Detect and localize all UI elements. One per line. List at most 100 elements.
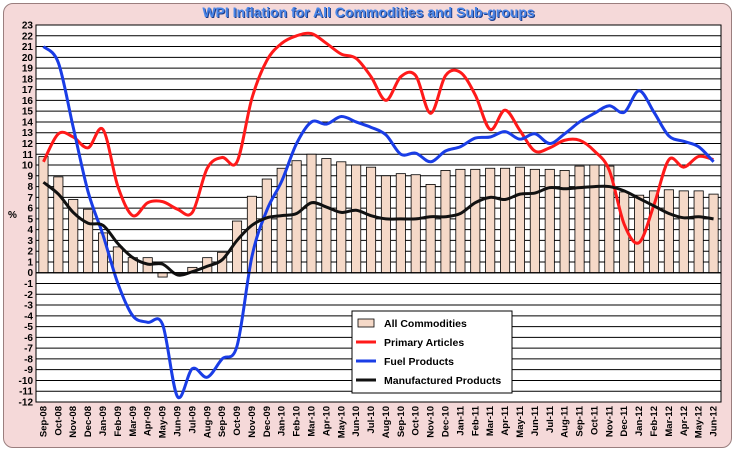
bar-all-commodities	[291, 160, 302, 274]
x-tick-label: May-09	[158, 406, 169, 438]
y-tick-label: 4	[27, 225, 33, 236]
y-tick-label: 5	[27, 214, 33, 225]
y-tick-label: 15	[22, 107, 34, 118]
y-tick-label: -4	[24, 311, 33, 322]
x-tick-label: Dec-09	[262, 406, 273, 437]
x-tick-label: Jun-12	[709, 406, 720, 437]
y-tick-label: -12	[19, 398, 34, 409]
y-tick-label: 16	[22, 96, 34, 107]
legend-label: Primary Articles	[384, 337, 464, 349]
x-tick-label: Dec-10	[441, 406, 452, 437]
legend-swatch	[357, 318, 375, 328]
y-tick-label: 23	[22, 21, 34, 32]
y-tick-label: 1	[27, 257, 33, 268]
x-tick-label: Sep-08	[38, 406, 49, 437]
bar-all-commodities	[395, 173, 406, 274]
x-tick-label: Mar-12	[664, 406, 675, 437]
x-tick-label: Nov-09	[247, 406, 258, 438]
x-tick-label: Jan-09	[98, 406, 109, 436]
x-tick-label: Mar-10	[306, 406, 317, 437]
bar-all-commodities	[380, 175, 391, 274]
line-primary-articles	[42, 31, 714, 245]
y-axis-label: %	[8, 210, 17, 221]
y-tick-label: -1	[24, 279, 33, 290]
bar-all-commodities	[708, 193, 719, 274]
y-tick-label: 2	[27, 247, 33, 258]
y-tick-label: 8	[27, 182, 33, 193]
x-tick-label: Jan-10	[277, 406, 288, 436]
x-tick-label: Nov-08	[68, 406, 79, 438]
x-tick-label: May-11	[515, 405, 526, 437]
line-fuel-products	[42, 45, 715, 400]
x-tick-label: Apr-12	[679, 406, 690, 436]
bar-all-commodities	[693, 190, 704, 274]
series-lines	[42, 31, 715, 400]
bar-all-commodities	[321, 158, 332, 274]
x-tick-label: Oct-11	[589, 405, 600, 435]
bar-all-commodities	[529, 168, 540, 274]
y-tick-label: -11	[19, 387, 33, 398]
x-axis: Sep-08 Oct-08 Nov-08 Dec-08 Jan-09 Feb-09 Mar-…	[38, 405, 719, 438]
y-axis: -12-11-10-9-8-7-6-5-4-3-2-10123456789101…	[19, 21, 721, 409]
bar-all-commodities	[500, 167, 511, 274]
x-tick-label: Aug-11	[560, 405, 571, 437]
y-tick-label: -2	[24, 290, 33, 301]
legend: All Commodities Primary Articles Fuel Prod…	[351, 310, 513, 394]
bar-all-commodities	[83, 208, 94, 274]
x-tick-label: Jul-10	[366, 406, 377, 433]
y-tick-label: 13	[22, 128, 34, 139]
legend-label: Manufactured Products	[384, 375, 501, 387]
x-tick-label: Jun-11	[530, 405, 541, 436]
x-tick-label: Jun-09	[172, 406, 183, 437]
y-tick-label: -7	[24, 344, 33, 355]
x-tick-label: Nov-11	[604, 405, 615, 437]
bar-all-commodities	[663, 189, 674, 274]
bar-all-commodities	[261, 178, 272, 274]
bar-all-commodities	[366, 166, 377, 274]
bar-all-commodities	[425, 184, 436, 274]
x-tick-label: Apr-09	[143, 406, 154, 436]
bar-all-commodities	[410, 174, 421, 274]
y-tick-label: 21	[22, 42, 34, 53]
bar-all-commodities	[38, 156, 49, 274]
x-tick-label: Mar-09	[128, 406, 139, 437]
y-tick-label: 20	[22, 53, 34, 64]
bar-all-commodities	[351, 164, 362, 274]
y-tick-label: -10	[19, 376, 34, 387]
x-tick-label: Jul-11	[545, 405, 556, 433]
x-tick-label: Oct-09	[232, 406, 243, 436]
x-tick-label: Jul-09	[187, 406, 198, 433]
y-tick-label: 7	[27, 193, 33, 204]
bar-all-commodities	[485, 167, 496, 274]
x-tick-label: Apr-10	[321, 406, 332, 436]
y-tick-label: 22	[22, 31, 34, 42]
x-tick-label: Dec-11	[619, 405, 630, 436]
bar-all-commodities	[634, 194, 645, 274]
x-tick-label: Feb-12	[649, 406, 660, 437]
x-tick-label: Jan-12	[634, 406, 645, 436]
y-tick-label: 18	[22, 74, 34, 85]
y-tick-label: 14	[22, 117, 34, 128]
y-tick-label: 12	[22, 139, 34, 150]
y-tick-label: -8	[24, 354, 33, 365]
bar-all-commodities	[678, 190, 689, 274]
y-tick-label: -3	[24, 301, 33, 312]
x-tick-label: Jun-10	[351, 406, 362, 437]
y-tick-label: -5	[24, 322, 33, 333]
bar-all-commodities	[589, 164, 600, 274]
y-tick-label: 17	[22, 85, 34, 96]
y-tick-label: 0	[27, 268, 33, 279]
legend-label: Fuel Products	[384, 356, 454, 368]
x-tick-label: Dec-08	[83, 406, 94, 437]
legend-box	[351, 310, 513, 394]
bar-all-commodities	[574, 165, 585, 274]
y-tick-label: -6	[24, 333, 33, 344]
bar-all-commodities	[455, 168, 466, 274]
y-tick-label: 10	[22, 161, 34, 172]
bar-all-commodities	[306, 153, 317, 274]
x-tick-label: May-10	[336, 406, 347, 438]
x-tick-label: Oct-10	[411, 406, 422, 436]
bar-all-commodities	[544, 168, 555, 274]
x-tick-label: Mar-11	[485, 405, 496, 436]
